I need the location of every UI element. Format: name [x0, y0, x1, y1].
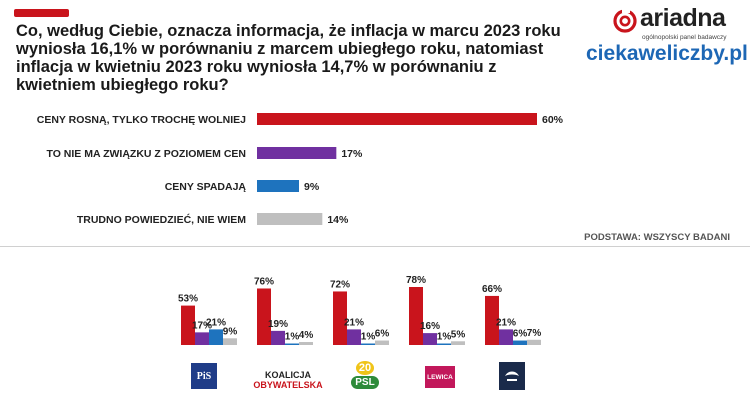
accent-bar: [14, 9, 69, 17]
konfederacja-logo-icon: [505, 371, 519, 381]
group-bar: [527, 339, 541, 345]
bar: [257, 180, 299, 192]
group-value-label: 66%: [482, 284, 502, 295]
group-value-label: 1%: [285, 332, 300, 343]
ariadna-logo: ariadna ogólnopolski panel badawczy: [612, 4, 742, 44]
konfederacja-logo: [499, 362, 525, 390]
divider: [0, 246, 750, 247]
ko-logo: KOALICJA OBYWATELSKA: [253, 369, 323, 391]
site-url: ciekaweliczby.pl: [586, 42, 748, 65]
group-bar: [285, 343, 299, 345]
psl-logo: 20 PSL: [351, 357, 379, 393]
ko-logo-line1: KOALICJA: [264, 370, 311, 380]
group-value-label: 21%: [344, 317, 364, 328]
group-bar: [361, 343, 375, 345]
base-note: PODSTAWA: WSZYSCY BADANI: [584, 232, 730, 243]
psl-logo-number: 20: [355, 361, 375, 375]
group-bar: [423, 333, 437, 345]
group-value-label: 5%: [451, 329, 466, 340]
group-value-label: 78%: [406, 275, 426, 286]
group-bar: [333, 291, 347, 345]
value-label: 17%: [341, 148, 363, 160]
pis-logo: PiS: [191, 363, 217, 389]
group-value-label: 21%: [206, 317, 226, 328]
bar: [257, 113, 537, 125]
group-value-label: 7%: [527, 328, 542, 339]
group-value-label: 6%: [375, 329, 390, 340]
group-value-label: 17%: [192, 320, 212, 331]
group-bar: [223, 338, 237, 345]
category-label: TO NIE MA ZWIĄZKU Z POZIOMEM CEN: [47, 148, 247, 160]
group-bar: [209, 329, 223, 345]
psl-logo-text: PSL: [351, 376, 379, 389]
group-value-label: 19%: [268, 319, 288, 330]
lewica-logo-text: LEWICA: [427, 373, 453, 381]
category-label: CENY SPADAJĄ: [165, 181, 247, 193]
group-bar: [195, 332, 209, 345]
group-bar: [271, 330, 285, 345]
value-label: 60%: [542, 114, 564, 126]
group-bar: [347, 329, 361, 345]
ariadna-logo-name: ariadna: [640, 4, 726, 32]
group-value-label: 16%: [420, 321, 440, 332]
group-value-label: 1%: [437, 332, 452, 343]
group-bar: [513, 340, 527, 345]
bar: [257, 147, 337, 159]
category-label: TRUDNO POWIEDZIEĆ, NIE WIEM: [77, 213, 246, 226]
group-bar: [375, 340, 389, 345]
group-value-label: 6%: [513, 329, 528, 340]
category-label: CENY ROSNĄ, TYLKO TROCHĘ WOLNIEJ: [37, 114, 246, 126]
group-bar: [499, 329, 513, 345]
group-bar: [437, 343, 451, 345]
group-value-label: 9%: [223, 326, 238, 337]
ko-logo-line2: OBYWATELSKA: [253, 380, 323, 390]
group-bar: [257, 288, 271, 345]
group-value-label: 21%: [496, 317, 516, 328]
group-value-label: 53%: [178, 294, 198, 305]
question-title: Co, według Ciebie, oznacza informacja, ż…: [16, 22, 561, 94]
group-value-label: 1%: [361, 332, 376, 343]
group-bar: [409, 287, 423, 345]
value-label: 9%: [304, 181, 320, 193]
group-bar: [299, 342, 313, 345]
bar: [257, 213, 323, 225]
lewica-logo: LEWICA: [425, 366, 455, 388]
group-value-label: 76%: [254, 276, 274, 287]
group-bar: [485, 295, 499, 345]
group-value-label: 72%: [330, 279, 350, 290]
group-bar: [451, 341, 465, 345]
group-bar: [181, 305, 195, 345]
ariadna-logo-icon: [613, 8, 637, 33]
ariadna-logo-tagline: ogólnopolski panel badawczy: [642, 34, 727, 41]
group-value-label: 4%: [299, 330, 314, 341]
value-label: 14%: [327, 214, 349, 226]
pis-logo-text: PiS: [196, 370, 212, 382]
